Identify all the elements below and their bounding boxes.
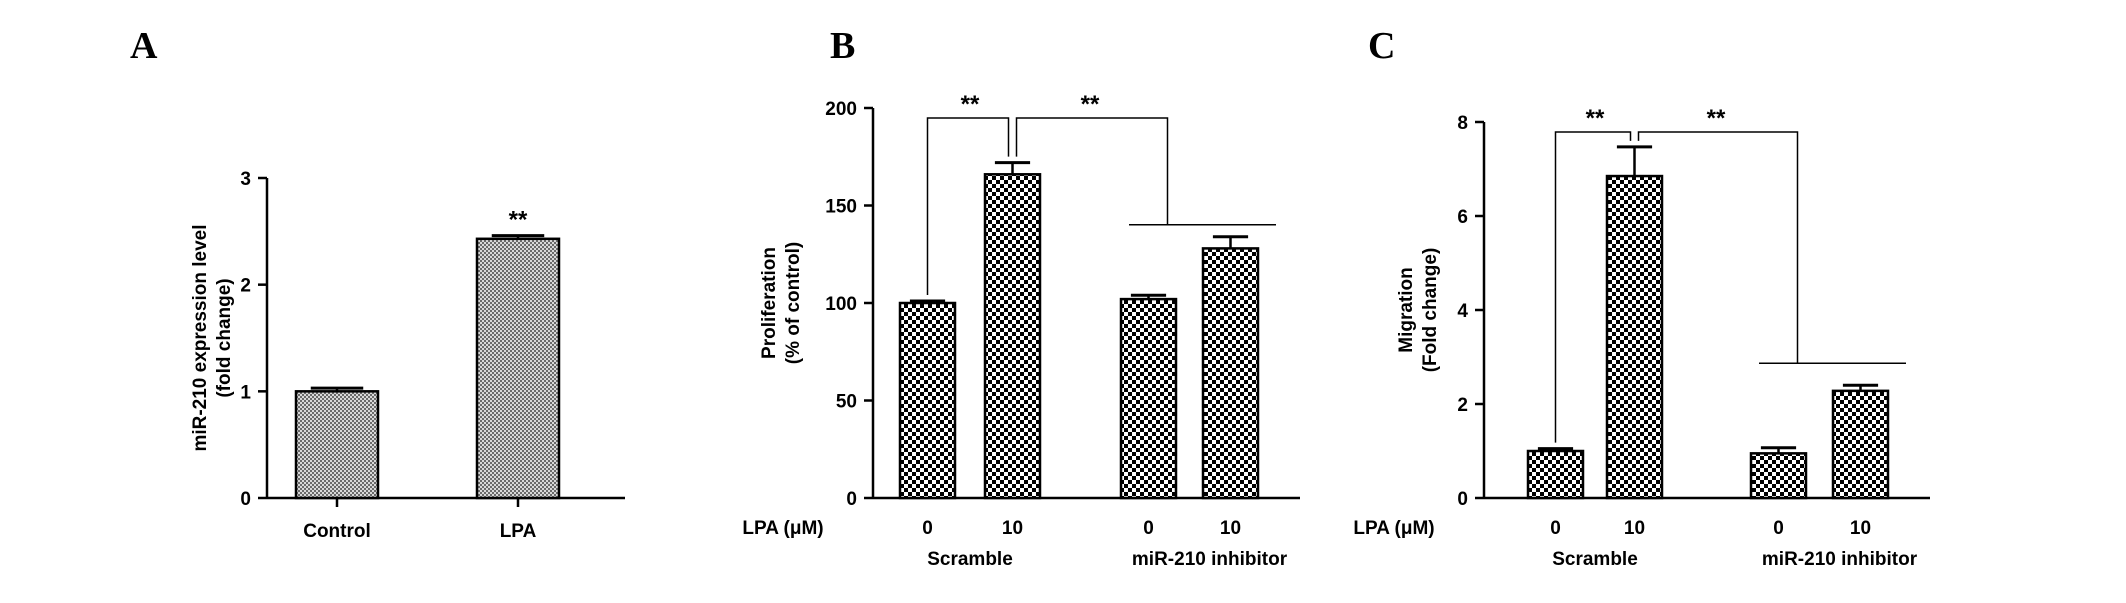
chart-panel-c: 0 2 4 6 8 Migration (Fold change) LPA (μM) 0 10 0 1… [1353, 105, 1930, 570]
bar [1831, 389, 1890, 500]
bar [294, 390, 380, 500]
x-tick-label: Control [303, 521, 371, 542]
y-tick-label: 200 [825, 99, 857, 120]
bar [983, 173, 1042, 500]
significance-label: ** [961, 91, 980, 118]
significance-bracket [1554, 131, 1632, 443]
y-tick-label: 150 [825, 197, 857, 218]
chart-panel-a: 0 1 2 3 miR-210 expression level (fold change… [190, 169, 625, 542]
group-label: miR-210 inhibitor [1762, 549, 1918, 570]
significance-label: ** [1707, 105, 1726, 132]
y-tick-label: 0 [1457, 489, 1468, 510]
y-axis-label: miR-210 expression level [190, 224, 211, 451]
y-axis-label: (Fold change) [1420, 248, 1441, 373]
y-axis-label: Proliferation [759, 247, 780, 359]
significance-bracket [1637, 131, 1799, 364]
x-tick-label: 0 [1773, 518, 1784, 539]
lpa-row-label: LPA (μM) [1353, 518, 1434, 539]
x-tick-label: 10 [1624, 518, 1645, 539]
significance-bracket [1015, 117, 1169, 225]
y-tick-label: 4 [1457, 301, 1468, 322]
group-label: Scramble [927, 549, 1013, 570]
y-axis-label: (fold change) [214, 278, 235, 397]
y-tick-label: 2 [240, 276, 251, 297]
x-tick-label: 0 [922, 518, 933, 539]
panel-letter-c: C [1368, 25, 1395, 67]
y-axis-label: (% of control) [783, 242, 804, 364]
y-tick-label: 6 [1457, 207, 1468, 228]
significance-label: ** [1586, 105, 1605, 132]
bar [1605, 174, 1664, 500]
y-tick-label: 0 [846, 489, 857, 510]
y-tick-label: 0 [240, 489, 251, 510]
y-tick-label: 8 [1457, 113, 1468, 134]
y-tick-label: 50 [836, 392, 857, 413]
x-tick-label: 10 [1220, 518, 1241, 539]
bar [1119, 297, 1178, 500]
x-tick-label: 0 [1143, 518, 1154, 539]
lpa-row-label: LPA (μM) [742, 518, 823, 539]
x-tick-label: 0 [1550, 518, 1561, 539]
panel-letter-a: A [130, 25, 158, 67]
bar [1749, 452, 1808, 500]
bar [475, 237, 561, 500]
x-tick-label: LPA [500, 521, 537, 542]
bar [1526, 449, 1585, 500]
x-tick-label: 10 [1002, 518, 1023, 539]
y-tick-label: 2 [1457, 395, 1468, 416]
x-tick-label: 10 [1850, 518, 1871, 539]
significance-bracket [926, 117, 1010, 296]
panel-letter-b: B [830, 25, 855, 67]
significance-label: ** [509, 207, 528, 234]
y-tick-label: 1 [240, 382, 251, 403]
y-tick-label: 3 [240, 169, 251, 190]
y-axis-label: Migration [1396, 267, 1417, 353]
group-label: miR-210 inhibitor [1132, 549, 1288, 570]
bar [898, 301, 957, 500]
group-label: Scramble [1552, 549, 1638, 570]
bar [1201, 247, 1260, 500]
y-tick-label: 100 [825, 294, 857, 315]
significance-label: ** [1081, 91, 1100, 118]
